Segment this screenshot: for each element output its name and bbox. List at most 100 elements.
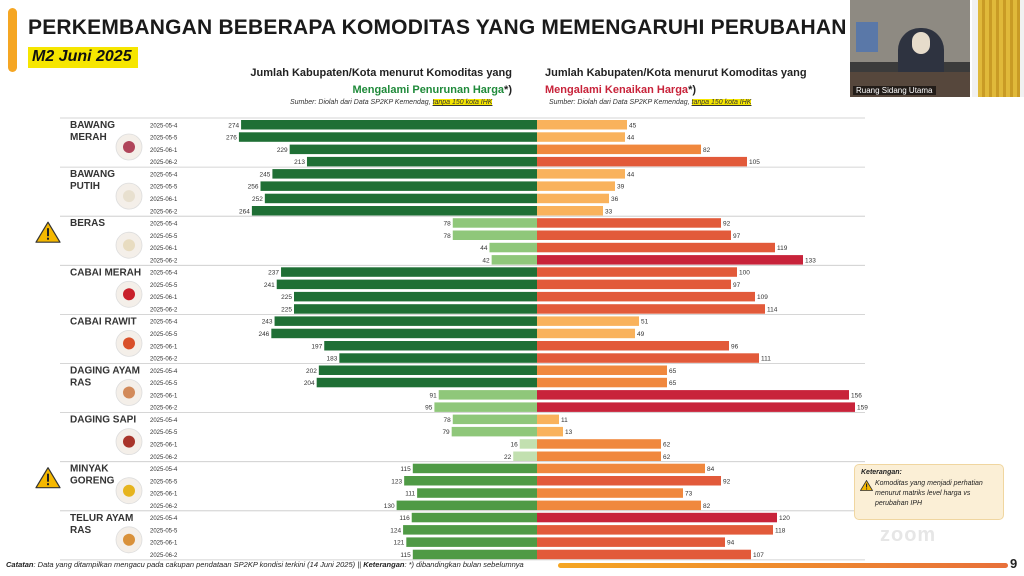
warning-icon-mark [47, 228, 49, 237]
video-participant-head [912, 32, 930, 54]
left-header-line2: Mengalami Penurunan Harga*) [200, 84, 512, 96]
decrease-bar [289, 144, 537, 155]
increase-bar [537, 439, 661, 449]
increase-bar [537, 537, 725, 547]
decrease-bar [519, 439, 537, 449]
commodity-image-detail [123, 190, 135, 203]
commodity-label: TELUR AYAM [70, 513, 133, 524]
decrease-value-label: 256 [248, 184, 259, 191]
increase-bar [537, 181, 615, 191]
decrease-value-label: 111 [405, 491, 415, 498]
decrease-bar [238, 132, 538, 142]
commodity-label: RAS [70, 525, 91, 536]
increase-bar [537, 206, 603, 216]
decrease-bar [412, 463, 537, 474]
period-label: 2025-06-1 [150, 442, 178, 448]
video-room-label: Ruang Sidang Utama [853, 86, 936, 95]
decrease-value-label: 183 [327, 356, 338, 363]
commodity-image-detail [123, 337, 135, 350]
warning-icon-dot [47, 483, 49, 486]
curtain-graphic [978, 0, 1020, 97]
video-wall-screen [856, 22, 878, 52]
decrease-value-label: 229 [277, 147, 288, 154]
increase-value-label: 36 [611, 196, 619, 203]
increase-value-label: 13 [565, 429, 573, 436]
commodity-image-detail [123, 435, 135, 448]
page-title: PERKEMBANGAN BEBERAPA KOMODITAS YANG MEM… [28, 16, 889, 39]
decrease-bar [438, 390, 537, 400]
decrease-bar [406, 537, 537, 547]
decrease-value-label: 116 [399, 515, 410, 522]
legend-title: Keterangan: [861, 469, 902, 476]
increase-value-label: 114 [767, 306, 778, 313]
decrease-bar [452, 218, 537, 228]
increase-value-label: 62 [663, 454, 671, 461]
decrease-value-label: 276 [226, 135, 237, 142]
increase-heading: Mengalami Kenaikan Harga [545, 84, 689, 96]
period-label: 2025-06-1 [150, 344, 178, 350]
period-label: 2025-05-5 [150, 479, 178, 485]
decrease-value-label: 44 [480, 245, 488, 252]
right-header-line1: Jumlah Kabupaten/Kota menurut Komoditas … [545, 67, 807, 79]
legend-text: Komoditas yang menjadi perhatian menurut… [875, 480, 983, 507]
left-header-line1: Jumlah Kabupaten/Kota menurut Komoditas … [250, 67, 512, 79]
period-label: 2025-06-1 [150, 492, 178, 498]
decrease-value-label: 121 [393, 540, 404, 547]
period-label: 2025-06-1 [150, 295, 178, 301]
commodity-label: MERAH [70, 132, 107, 143]
increase-bar [537, 242, 775, 253]
decrease-bar [489, 242, 537, 253]
decrease-bar [339, 353, 537, 363]
commodity-image-detail [123, 239, 135, 252]
commodity-image-detail [123, 288, 135, 301]
right-header-suffix: *) [688, 84, 697, 96]
period-label: 2025-06-1 [150, 393, 178, 399]
decrease-value-label: 115 [400, 552, 411, 559]
increase-bar [537, 549, 751, 560]
warning-icon-dot [47, 237, 49, 240]
increase-value-label: 96 [731, 343, 739, 350]
decrease-value-label: 78 [444, 233, 452, 240]
period-label: 2025-05-4 [150, 369, 178, 375]
decrease-bar [306, 156, 537, 167]
zoom-watermark: zoom [880, 524, 937, 546]
period-label: 2025-05-4 [150, 172, 178, 178]
decrease-bar [451, 426, 537, 437]
left-column-header: Jumlah Kabupaten/Kota menurut Komoditas … [200, 67, 512, 96]
increase-value-label: 92 [723, 220, 731, 227]
commodity-label: BAWANG [70, 169, 115, 180]
footer-note: Catatan: Data yang ditampilkan mengacu p… [6, 560, 524, 569]
increase-value-label: 11 [561, 417, 568, 424]
increase-value-label: 73 [685, 491, 693, 498]
note-text: : Data yang ditampilkan mengacu pada cak… [33, 560, 364, 569]
increase-bar [537, 476, 721, 486]
decrease-value-label: 225 [281, 306, 292, 313]
decrease-value-label: 202 [306, 368, 317, 375]
left-header-suffix: *) [504, 84, 512, 96]
increase-bar [537, 377, 667, 388]
commodity-label: PUTIH [70, 181, 100, 192]
increase-bar [537, 463, 705, 474]
decrease-value-label: 204 [304, 380, 315, 387]
decrease-bar [491, 255, 537, 265]
increase-bar [537, 156, 747, 167]
decrease-value-label: 91 [429, 392, 437, 399]
right-source-text: Sumber: Diolah dari Data SP2KP Kemendag, [549, 99, 692, 106]
increase-bar [537, 120, 627, 130]
decrease-bar [316, 377, 537, 388]
footer-accent-line [558, 563, 1008, 568]
decrease-value-label: 95 [425, 405, 433, 412]
increase-value-label: 159 [857, 405, 868, 412]
video-participant-tile[interactable]: Ruang Sidang Utama [850, 0, 970, 97]
increase-value-label: 111 [761, 356, 771, 363]
decrease-value-label: 78 [444, 417, 452, 424]
increase-bar [537, 279, 731, 290]
period-label: 2025-06-2 [150, 553, 178, 559]
decrease-bar [417, 488, 537, 498]
commodity-label: DAGING AYAM [70, 366, 140, 377]
commodity-label: MINYAK [70, 464, 109, 475]
increase-value-label: 44 [627, 135, 635, 142]
commodity-label: BERAS [70, 218, 105, 229]
period-label: 2025-05-5 [150, 283, 178, 289]
